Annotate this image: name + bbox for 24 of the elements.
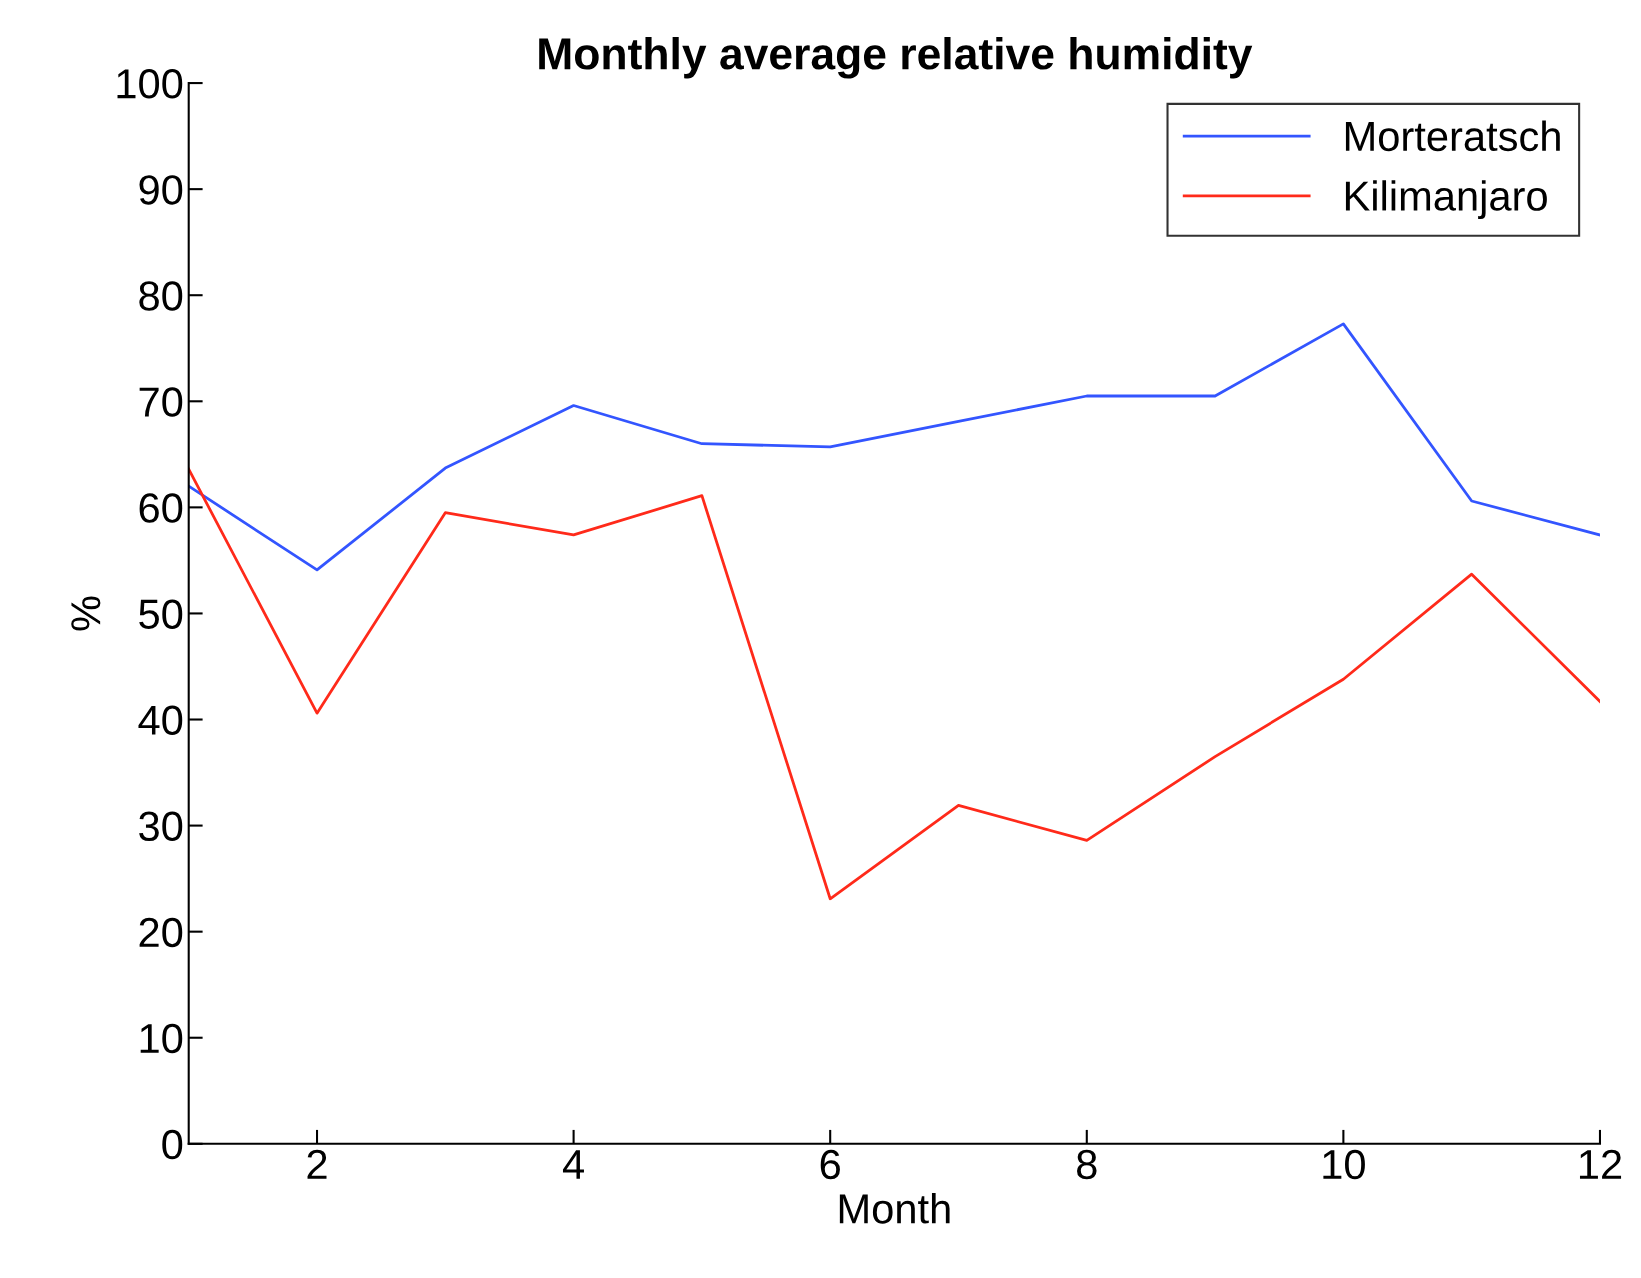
x-tick-label: 6 [820, 1149, 840, 1180]
y-tick-label: 40 [138, 705, 183, 736]
y-tick-label: 20 [139, 917, 183, 948]
y-tick-label: 90 [139, 175, 183, 205]
y-tick-label: 80 [139, 281, 183, 311]
x-axis-title: Month [839, 1193, 950, 1224]
y-axis-title: % [71, 596, 101, 631]
y-tick-label: 100 [117, 69, 183, 99]
x-tick-label: 2 [307, 1149, 327, 1179]
line-series [188, 322, 1600, 572]
y-tick-label: 50 [139, 599, 183, 629]
legend-label: Kilimanjaro [1345, 180, 1547, 220]
legend-label: Morteratsch [1345, 120, 1560, 152]
x-tick-label: 10 [1323, 1149, 1365, 1180]
y-tick-label: 0 [162, 1129, 183, 1160]
x-tick-label: 12 [1579, 1149, 1622, 1179]
y-tick-label: 70 [139, 387, 183, 417]
x-tick-label: 4 [562, 1150, 584, 1179]
y-tick-label: 30 [139, 811, 183, 842]
y-tick-label: 10 [140, 1023, 183, 1054]
line-series [188, 467, 1600, 901]
y-tick-label: 60 [139, 493, 183, 523]
x-tick-label: 8 [1077, 1149, 1097, 1180]
chart-title: Monthly average relative humidity [539, 36, 1253, 79]
